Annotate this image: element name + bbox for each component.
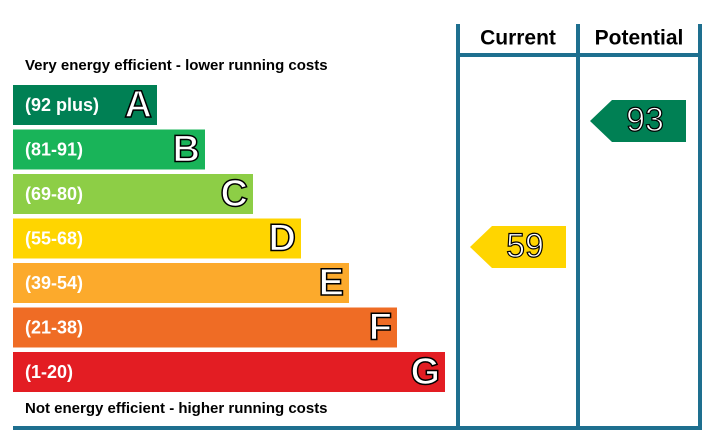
band-range: (55-68) bbox=[25, 228, 83, 248]
band-letter: C bbox=[221, 173, 248, 215]
band-range: (92 plus) bbox=[25, 95, 99, 115]
band-letter: A bbox=[125, 84, 152, 126]
band-range: (39-54) bbox=[25, 273, 83, 293]
band-letter: D bbox=[269, 218, 296, 260]
band-bar bbox=[13, 218, 301, 259]
current-title: Current bbox=[480, 27, 556, 50]
band-bar bbox=[13, 174, 253, 214]
band-range: (1-20) bbox=[25, 362, 73, 382]
band-bar bbox=[13, 263, 349, 303]
frame bbox=[13, 24, 702, 430]
top-note: Very energy efficient - lower running co… bbox=[25, 57, 328, 74]
bands: (92 plus) A (81-91) B (69-80) C (55-68) D (39-54… bbox=[13, 83, 445, 394]
band-letter: G bbox=[410, 351, 440, 393]
potential-title: Potential bbox=[595, 27, 684, 50]
band-range: (21-38) bbox=[25, 317, 83, 337]
band-letter: B bbox=[173, 129, 200, 171]
band-bar bbox=[13, 307, 397, 348]
band-bar bbox=[13, 129, 205, 170]
bottom-note: Not energy efficient - higher running co… bbox=[25, 400, 328, 417]
band-letter: E bbox=[319, 262, 344, 304]
band-range: (69-80) bbox=[25, 184, 83, 204]
current-arrow bbox=[470, 226, 566, 268]
band-letter: F bbox=[369, 307, 392, 349]
potential-arrow bbox=[590, 100, 686, 142]
band-range: (81-91) bbox=[25, 139, 83, 159]
band-bar bbox=[13, 85, 157, 125]
band-bar bbox=[13, 352, 445, 392]
potential-rating: 93 bbox=[626, 101, 664, 139]
current-rating: 59 bbox=[506, 227, 544, 265]
